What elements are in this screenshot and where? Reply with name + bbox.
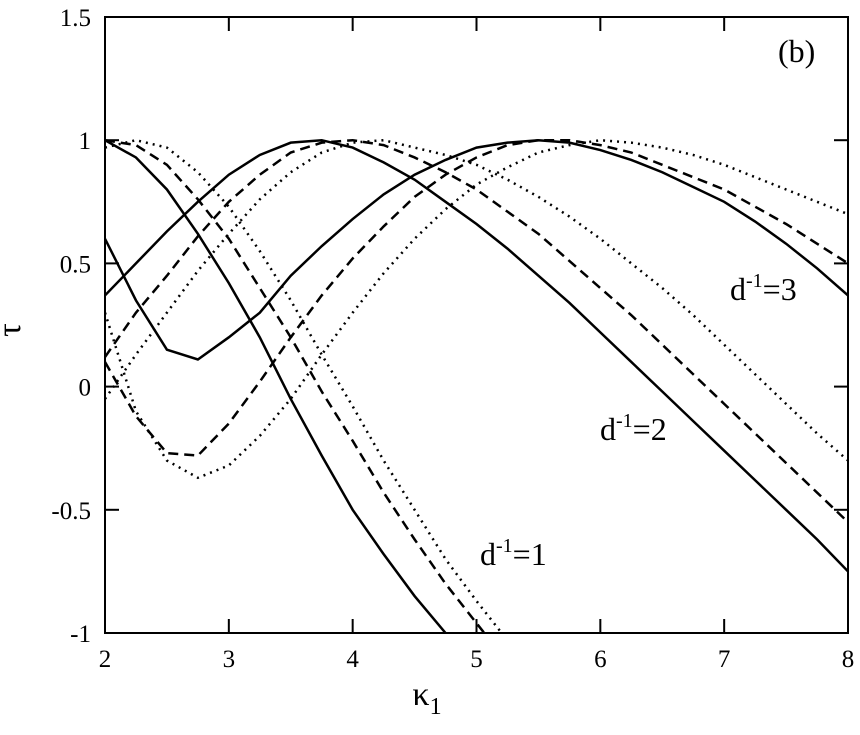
y-tick-label: -1 [70,621,91,648]
annotation: d-1=2 [600,410,667,447]
y-tick-label: 0 [79,375,92,402]
y-tick-label: 1 [79,128,92,155]
x-tick-label: 4 [346,646,359,673]
annotation-base: d [480,536,496,572]
series-line [105,138,848,361]
x-tick-label: 5 [470,646,483,673]
series-line [105,138,486,633]
annotation: d-1=1 [480,535,547,572]
x-axis-label-sub: 1 [430,694,442,720]
x-tick-label: 6 [594,646,607,673]
annotation-sup: -1 [616,410,633,432]
annotation-rest: =3 [763,271,797,307]
y-tick-label: -0.5 [51,498,91,525]
x-axis-label-base: κ [412,676,429,713]
x-tick-label: 3 [223,646,236,673]
y-tick-label: 1.5 [60,5,91,32]
y-axis-label: τ [0,323,28,337]
series-line [105,138,504,633]
series-line [105,138,848,462]
annotation-base: d [730,271,746,307]
annotation-sup: -1 [746,270,763,292]
series-line [105,139,448,633]
y-tick-label: 0.5 [60,251,91,278]
annotation: (b) [778,33,815,69]
annotation: d-1=3 [730,270,797,307]
x-axis-label: κ1 [412,676,441,720]
x-tick-label: 8 [842,646,855,673]
annotation-base: d [600,411,616,447]
series-line [105,138,848,480]
plot-lines [105,138,848,633]
series-line [105,138,848,524]
annotation-sup: -1 [496,535,513,557]
series-line [105,138,848,457]
x-tick-label: 2 [99,646,112,673]
annotation-rest: =1 [513,536,547,572]
annotation-rest: =2 [633,411,667,447]
annotation-text: (b) [778,33,815,69]
x-tick-label: 7 [718,646,731,673]
plot-frame [104,16,849,634]
series-line [105,138,848,573]
